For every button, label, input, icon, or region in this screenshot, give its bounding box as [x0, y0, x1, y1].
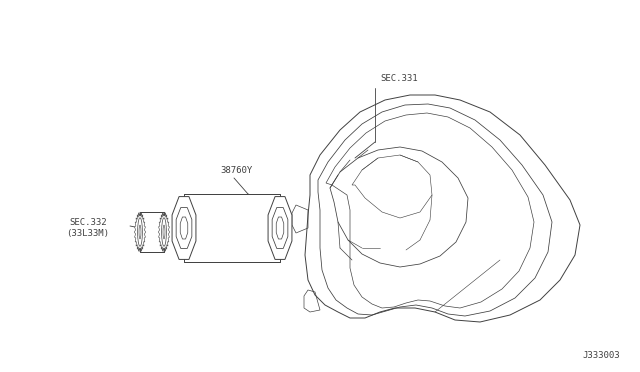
Polygon shape [159, 212, 170, 252]
Text: SEC.332
(33L33M): SEC.332 (33L33M) [67, 218, 109, 238]
Polygon shape [184, 194, 280, 262]
Text: J333003: J333003 [582, 351, 620, 360]
Text: 38760Y: 38760Y [220, 166, 252, 175]
Polygon shape [140, 212, 164, 252]
Polygon shape [305, 95, 580, 322]
Polygon shape [268, 196, 292, 259]
Text: SEC.331: SEC.331 [380, 74, 418, 83]
Polygon shape [172, 196, 196, 259]
Polygon shape [134, 212, 146, 252]
